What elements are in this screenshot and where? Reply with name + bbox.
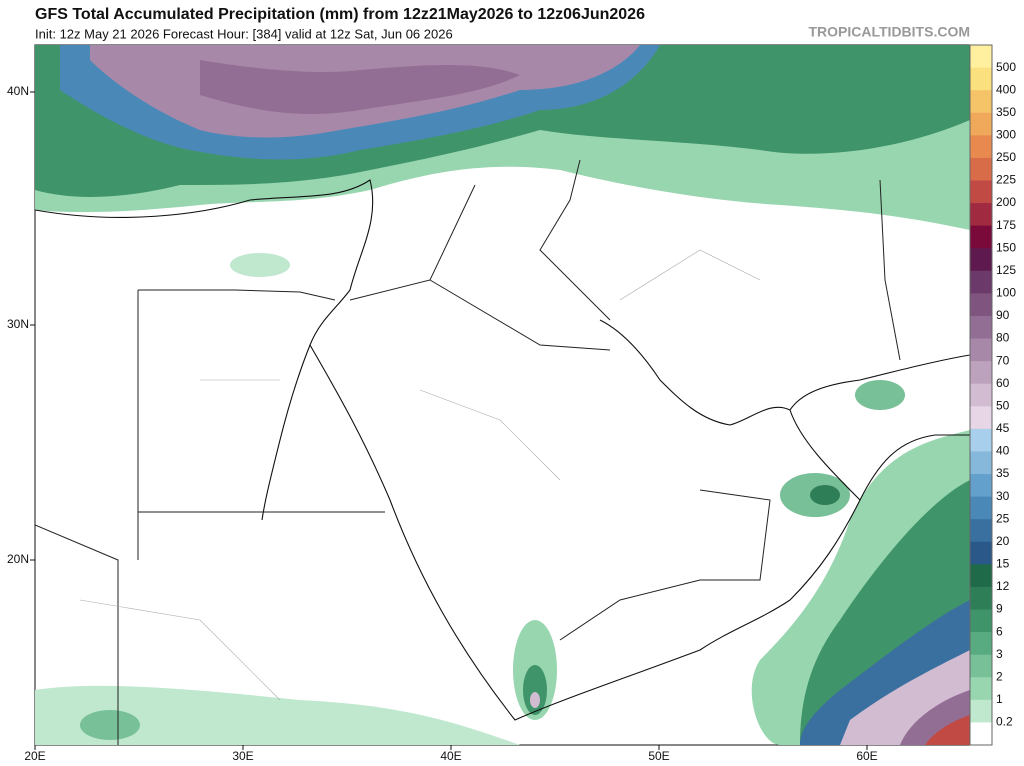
colorbar-label: 300: [996, 127, 1016, 141]
colorbar-swatch: [970, 699, 992, 723]
colorbar-swatch: [970, 225, 992, 249]
colorbar-swatch: [970, 586, 992, 611]
colorbar-swatch: [970, 293, 992, 317]
colorbar-label: 350: [996, 105, 1016, 119]
colorbar-label: 175: [996, 218, 1016, 232]
colorbar-label: 200: [996, 195, 1016, 209]
colorbar-swatch: [970, 654, 992, 678]
colorbar-swatch: [970, 248, 992, 272]
colorbar-swatch: [970, 338, 992, 362]
colorbar: 5004003503002502252001751501251009080706…: [969, 44, 1016, 746]
colorbar-label: 40: [996, 444, 1010, 458]
lat-label: 30N: [7, 317, 29, 331]
colorbar-label: 125: [996, 263, 1016, 277]
colorbar-swatch: [970, 112, 992, 136]
lat-label: 20N: [7, 552, 29, 566]
axes: 40N 30N 20N 20E 30E 40E 50E 60E: [7, 84, 878, 763]
colorbar-swatch: [970, 474, 992, 498]
colorbar-swatch: [970, 564, 992, 588]
colorbar-swatch: [970, 45, 992, 69]
colorbar-label: 45: [996, 421, 1010, 435]
colorbar-swatch: [970, 90, 992, 114]
colorbar-swatch: [970, 157, 992, 181]
colorbar-label: 400: [996, 82, 1016, 96]
colorbar-swatch: [970, 203, 992, 227]
colorbar-label: 3: [996, 647, 1003, 661]
colorbar-swatch: [970, 67, 992, 91]
colorbar-frame: [969, 44, 993, 746]
colorbar-swatch: [970, 451, 992, 475]
colorbar-label: 70: [996, 353, 1010, 367]
colorbar-label: 2: [996, 669, 1003, 683]
colorbar-swatch: [970, 428, 992, 452]
colorbar-swatch: [970, 270, 992, 294]
lon-label: 40E: [440, 749, 461, 763]
lon-label: 60E: [856, 749, 877, 763]
colorbar-label: 9: [996, 602, 1003, 616]
colorbar-label: 15: [996, 557, 1010, 571]
colorbar-swatch: [970, 361, 992, 385]
colorbar-swatch: [970, 519, 992, 543]
lat-label: 40N: [7, 84, 29, 98]
lon-label: 20E: [24, 749, 45, 763]
colorbar-label: 30: [996, 489, 1010, 503]
colorbar-swatch: [970, 632, 992, 656]
colorbar-swatch: [970, 722, 992, 746]
colorbar-swatch: [970, 315, 992, 340]
colorbar-label: 25: [996, 511, 1010, 525]
subtitle: Init: 12z May 21 2026 Forecast Hour: [38…: [35, 26, 453, 41]
colorbar-label: 100: [996, 286, 1016, 300]
colorbar-swatch: [970, 383, 992, 407]
lon-label: 30E: [232, 749, 253, 763]
colorbar-swatch: [970, 609, 992, 633]
colorbar-swatch: [970, 496, 992, 520]
colorbar-label: 500: [996, 60, 1016, 74]
colorbar-label: 12: [996, 579, 1010, 593]
title: GFS Total Accumulated Precipitation (mm)…: [35, 6, 645, 23]
colorbar-label: 35: [996, 466, 1010, 480]
colorbar-label: 150: [996, 240, 1016, 254]
colorbar-swatch: [970, 135, 992, 159]
map: [34, 44, 971, 746]
colorbar-label: 0.2: [996, 715, 1013, 729]
credit: TROPICALTIDBITS.COM: [808, 24, 970, 40]
colorbar-label: 20: [996, 534, 1010, 548]
colorbar-swatch: [970, 180, 992, 204]
colorbar-swatch: [970, 677, 992, 701]
colorbar-label: 50: [996, 398, 1010, 412]
colorbar-label: 6: [996, 624, 1003, 638]
colorbar-label: 250: [996, 150, 1016, 164]
colorbar-label: 225: [996, 173, 1016, 187]
colorbar-label: 60: [996, 376, 1010, 390]
colorbar-swatch: [970, 406, 992, 430]
colorbar-label: 80: [996, 331, 1010, 345]
colorbar-swatch: [970, 541, 992, 565]
colorbar-label: 1: [996, 692, 1003, 706]
colorbar-label: 90: [996, 308, 1010, 322]
lon-label: 50E: [648, 749, 669, 763]
